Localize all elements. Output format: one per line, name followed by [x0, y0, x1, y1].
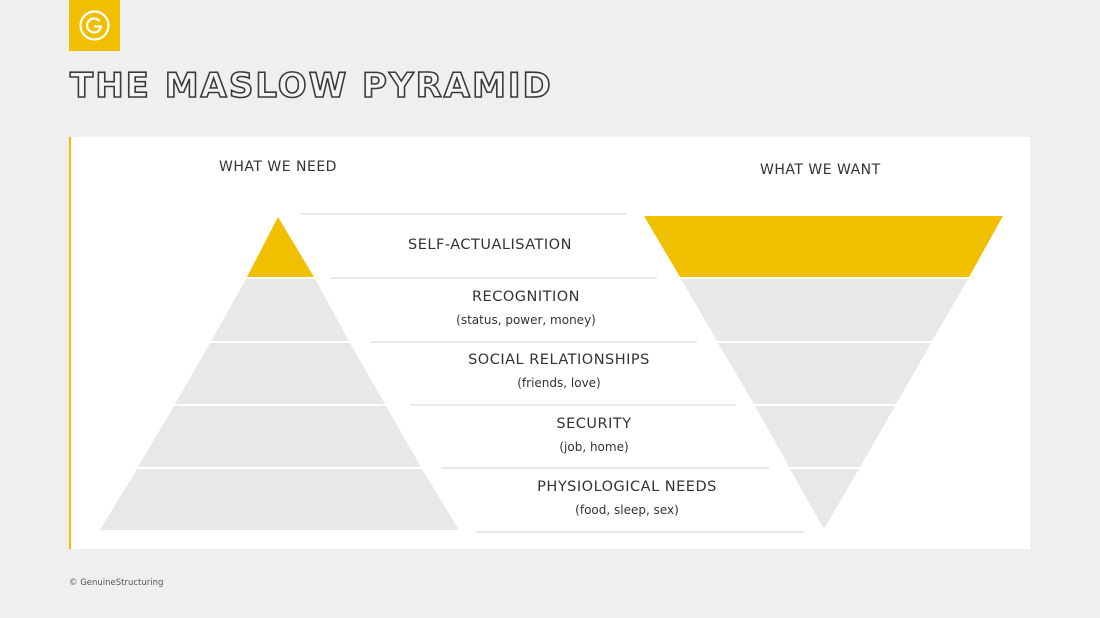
maslow-diagram: [100, 213, 1003, 533]
need-pyramid-band-2: [211, 279, 349, 341]
diagram-panel: WHAT WE NEED WHAT WE WANT SELF-ACTUALISA…: [69, 137, 1030, 549]
want-pyramid-band-4: [755, 406, 895, 467]
level-security-title: SECURITY: [556, 416, 632, 432]
want-pyramid-band-5: [790, 469, 859, 529]
need-pyramid-band-3: [175, 343, 385, 404]
need-header: WHAT WE NEED: [219, 159, 337, 175]
want-pyramid-top: [644, 216, 1003, 277]
need-pyramid-band-5: [100, 469, 459, 530]
want-pyramid-band-2: [681, 279, 968, 341]
level-physiological-needs-subtitle: (food, sleep, sex): [575, 503, 679, 517]
want-pyramid-band-3: [718, 343, 931, 404]
want-header: WHAT WE WANT: [760, 162, 881, 178]
brand-logo-icon: [69, 0, 120, 51]
level-self-actualisation-title: SELF-ACTUALISATION: [408, 237, 572, 253]
page-title: THE MASLOW PYRAMID: [69, 65, 553, 107]
level-social-relationships-title: SOCIAL RELATIONSHIPS: [468, 352, 650, 368]
copyright-notice: © GenuineStructuring: [69, 578, 164, 588]
level-physiological-needs-title: PHYSIOLOGICAL NEEDS: [537, 479, 717, 495]
level-recognition-title: RECOGNITION: [471, 289, 581, 305]
level-security-subtitle: (job, home): [559, 440, 629, 454]
level-recognition-subtitle: (status, power, money): [456, 313, 596, 327]
need-pyramid-top: [247, 217, 314, 277]
need-pyramid-band-4: [138, 406, 421, 467]
level-social-relationships-subtitle: (friends, love): [517, 376, 601, 390]
